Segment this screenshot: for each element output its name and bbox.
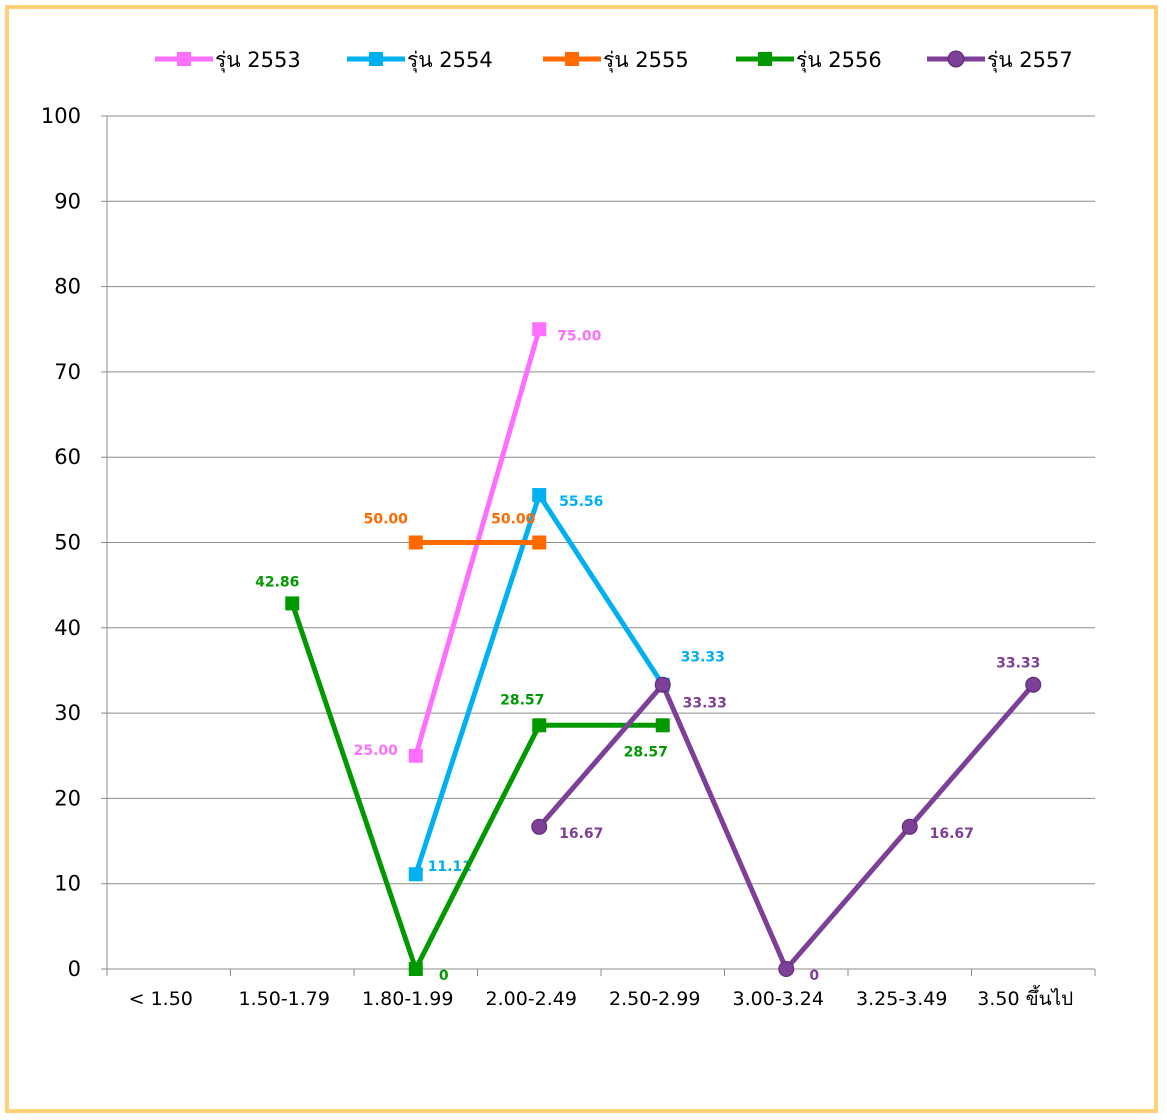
data-point bbox=[654, 676, 671, 693]
y-tick-label: 70 bbox=[54, 360, 81, 384]
data-label: 75.00 bbox=[557, 328, 602, 344]
data-label: 33.33 bbox=[996, 656, 1040, 672]
x-tick-label: < 1.50 bbox=[129, 988, 193, 1010]
data-label: 33.33 bbox=[681, 650, 725, 666]
legend-marker bbox=[947, 50, 965, 68]
data-label: 42.86 bbox=[255, 574, 299, 590]
y-tick-label: 50 bbox=[54, 531, 81, 555]
y-tick-label: 100 bbox=[41, 104, 81, 128]
data-label: 50.00 bbox=[364, 512, 409, 528]
data-label: 0 bbox=[809, 968, 819, 984]
data-point bbox=[408, 748, 423, 763]
legend-item-4: รุ่น 2557 bbox=[927, 48, 1073, 73]
x-tick-label: 3.25-3.49 bbox=[856, 988, 947, 1010]
legend-item-2: รุ่น 2555 bbox=[543, 48, 689, 73]
legend-item-0: รุ่น 2553 bbox=[155, 48, 301, 73]
series-4: 16.67 33.33 0 16.67 33.33 bbox=[531, 656, 1042, 984]
data-label: 33.33 bbox=[683, 696, 727, 712]
legend-marker bbox=[565, 52, 579, 66]
gridlines bbox=[107, 115, 1095, 885]
legend-item-1: รุ่น 2554 bbox=[347, 48, 493, 73]
series-1: 11.11 55.56 33.33 bbox=[408, 488, 725, 882]
data-point bbox=[531, 818, 548, 835]
chart-frame: 0 10 20 30 40 50 60 70 80 90 100 < 1.50 1.50-1.79 1.8… bbox=[5, 5, 1158, 1113]
legend-item-3: รุ่น 2556 bbox=[736, 48, 882, 73]
data-point bbox=[532, 488, 547, 503]
x-tick-label: 2.50-2.99 bbox=[609, 988, 700, 1010]
y-tick-label: 90 bbox=[54, 189, 81, 213]
y-tick-label: 20 bbox=[54, 786, 81, 810]
data-point bbox=[408, 962, 423, 976]
data-point bbox=[655, 718, 670, 733]
data-label: 16.67 bbox=[559, 826, 603, 842]
data-point bbox=[532, 718, 547, 733]
data-point bbox=[408, 867, 423, 882]
series-line-segment bbox=[536, 682, 666, 830]
data-point bbox=[285, 596, 300, 611]
data-label: 55.56 bbox=[559, 494, 603, 510]
legend-marker bbox=[177, 52, 191, 66]
data-label: 50.00 bbox=[491, 512, 536, 528]
series-line-segment bbox=[413, 492, 542, 877]
series-line-segment bbox=[536, 492, 666, 688]
line-chart: 0 10 20 30 40 50 60 70 80 90 100 < 1.50 1.50-1.79 1.8… bbox=[41, 48, 1096, 1010]
x-tick-label: 3.00-3.24 bbox=[733, 988, 824, 1010]
data-point bbox=[532, 535, 547, 550]
y-tick-label: 40 bbox=[54, 616, 81, 640]
data-point bbox=[408, 535, 423, 550]
legend-marker bbox=[758, 52, 772, 66]
y-tick-label: 80 bbox=[54, 275, 81, 299]
series-line-segment bbox=[289, 600, 419, 972]
series-line-segment bbox=[907, 682, 1036, 830]
legend-label: รุ่น 2557 bbox=[987, 48, 1073, 73]
x-tick-label: 1.50-1.79 bbox=[239, 988, 330, 1010]
legend-marker bbox=[369, 52, 383, 66]
legend-label: รุ่น 2555 bbox=[603, 48, 689, 73]
data-point bbox=[778, 961, 795, 977]
data-label: 0 bbox=[439, 968, 449, 984]
data-label: 16.67 bbox=[930, 826, 974, 842]
series-3: 42.86 0 28.57 28.57 bbox=[255, 574, 670, 984]
series-line-segment bbox=[783, 824, 913, 972]
legend-label: รุ่น 2556 bbox=[796, 48, 882, 73]
series-2: 50.00 50.00 bbox=[364, 512, 547, 550]
y-tick-label: 0 bbox=[68, 957, 81, 981]
x-tick-label: 1.80-1.99 bbox=[362, 988, 453, 1010]
x-tick-label: 3.50 ขึ้นไป bbox=[977, 985, 1073, 1010]
legend-label: รุ่น 2553 bbox=[215, 48, 301, 73]
data-label: 28.57 bbox=[500, 692, 544, 708]
data-point bbox=[532, 322, 547, 337]
data-label: 28.57 bbox=[624, 744, 668, 760]
data-point bbox=[1025, 676, 1042, 693]
data-label: 25.00 bbox=[354, 743, 399, 759]
series-line-segment bbox=[413, 722, 542, 972]
x-tick-label: 2.00-2.49 bbox=[486, 988, 577, 1010]
data-point bbox=[901, 818, 918, 835]
legend-label: รุ่น 2554 bbox=[407, 48, 493, 73]
data-label: 11.11 bbox=[428, 859, 472, 875]
y-tick-label: 10 bbox=[54, 872, 81, 896]
series-line-segment bbox=[660, 682, 789, 972]
y-tick-label: 30 bbox=[54, 701, 81, 725]
y-tick-label: 60 bbox=[54, 445, 81, 469]
